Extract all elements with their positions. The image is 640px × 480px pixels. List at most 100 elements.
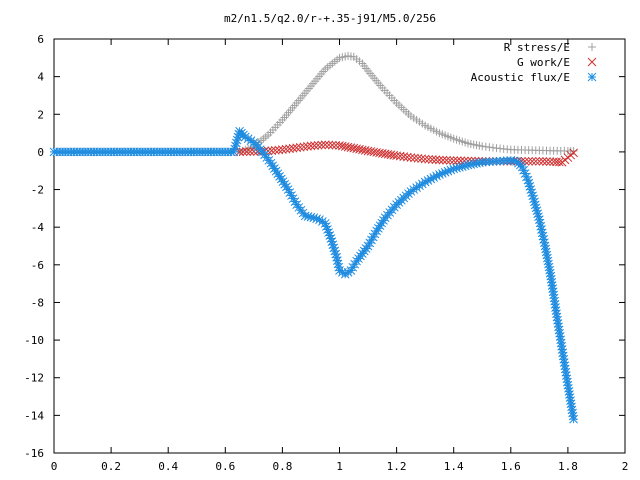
- marker-stroke: [306, 141, 316, 151]
- y-tick-label: 2: [37, 108, 44, 121]
- y-tick-label: 0: [37, 146, 44, 159]
- marker-stroke: [413, 153, 423, 163]
- marker-stroke: [240, 132, 250, 142]
- series-star: [49, 126, 578, 424]
- data-point: [377, 218, 387, 228]
- data-point: [278, 145, 287, 155]
- data-point: [355, 144, 364, 154]
- marker-stroke: [539, 235, 548, 244]
- x-tick-label: 1.4: [444, 460, 464, 473]
- chart-title: m2/n1.5/q2.0/r-+.35-j91/M5.0/256: [224, 12, 436, 25]
- data-point: [281, 144, 291, 154]
- x-tick-label: 1: [336, 460, 343, 473]
- marker-stroke: [317, 140, 327, 150]
- data-point: [335, 266, 344, 275]
- data-point: [288, 143, 298, 153]
- data-point: [238, 147, 248, 157]
- data-point: [531, 156, 541, 166]
- x-axis-ticks: 0 0.2 0.4 0.6 0.8 1 1.2 1.4 1.6 1.8 2: [51, 39, 629, 473]
- marker-stroke: [318, 217, 327, 226]
- x-tick-label: 0.6: [215, 460, 235, 473]
- marker-stroke: [534, 156, 544, 166]
- marker-stroke: [537, 228, 547, 238]
- marker-stroke: [569, 148, 578, 158]
- y-tick-label: -6: [31, 259, 44, 272]
- marker-stroke: [420, 154, 430, 164]
- marker-stroke: [427, 155, 437, 164]
- marker-stroke: [545, 157, 555, 166]
- data-point: [317, 140, 327, 150]
- marker-stroke: [285, 188, 295, 197]
- marker-stroke: [554, 157, 564, 167]
- marker-stroke: [542, 157, 551, 166]
- x-tick-label: 0.2: [101, 460, 121, 473]
- marker-stroke: [273, 169, 283, 179]
- data-point: [285, 144, 294, 154]
- data-point: [324, 140, 334, 150]
- data-point: [310, 141, 319, 150]
- data-point: [320, 140, 330, 150]
- data-point: [420, 154, 430, 164]
- y-tick-label: -4: [31, 221, 45, 234]
- marker-stroke: [283, 185, 293, 194]
- marker-stroke: [349, 143, 359, 153]
- legend-label: R stress/E: [504, 41, 570, 54]
- marker-stroke: [527, 156, 537, 166]
- legend-label: G work/E: [517, 56, 570, 69]
- marker-stroke: [333, 256, 342, 265]
- data-point: [299, 142, 309, 152]
- data-point: [275, 172, 284, 181]
- marker-stroke: [536, 221, 546, 231]
- marker-stroke: [569, 414, 578, 424]
- marker-stroke: [274, 145, 284, 155]
- marker-stroke: [290, 197, 300, 206]
- data-point: [554, 157, 564, 167]
- data-point: [346, 143, 356, 152]
- data-point: [349, 143, 359, 153]
- marker-stroke: [271, 166, 281, 176]
- y-tick-label: -8: [31, 296, 44, 309]
- legend-marker: [587, 72, 597, 82]
- data-point: [534, 156, 544, 166]
- data-point: [413, 153, 423, 163]
- marker-stroke: [292, 143, 302, 153]
- data-point: [399, 152, 409, 161]
- marker-stroke: [282, 182, 291, 192]
- marker-stroke: [275, 172, 284, 181]
- data-point: [445, 156, 455, 165]
- data-point: [534, 215, 544, 225]
- marker-stroke: [452, 156, 462, 166]
- marker-stroke: [243, 134, 253, 144]
- marker-stroke: [431, 155, 441, 165]
- data-point: [328, 140, 337, 150]
- data-point: [274, 145, 284, 155]
- marker-stroke: [303, 142, 312, 151]
- y-tick-label: 4: [37, 71, 44, 84]
- marker-stroke: [246, 136, 256, 145]
- data-point: [402, 152, 412, 162]
- data-point: [545, 157, 555, 166]
- marker-stroke: [456, 156, 466, 166]
- data-point: [424, 154, 434, 164]
- marker-stroke: [287, 191, 296, 200]
- x-tick-label: 1.6: [501, 460, 521, 473]
- marker-stroke: [534, 215, 544, 225]
- data-point: [435, 155, 444, 165]
- marker-stroke: [324, 140, 334, 150]
- marker-stroke: [522, 172, 531, 182]
- x-tick-label: 0.4: [158, 460, 178, 473]
- data-point: [442, 155, 451, 165]
- x-tick-label: 1.8: [558, 460, 578, 473]
- marker-stroke: [346, 143, 356, 152]
- marker-stroke: [266, 158, 276, 168]
- marker-stroke: [315, 215, 324, 225]
- x-tick-label: 2: [622, 460, 629, 473]
- y-tick-label: -2: [31, 184, 44, 197]
- marker-stroke: [535, 218, 545, 228]
- data-point: [410, 153, 419, 163]
- marker-stroke: [538, 231, 548, 241]
- data-point: [417, 154, 426, 164]
